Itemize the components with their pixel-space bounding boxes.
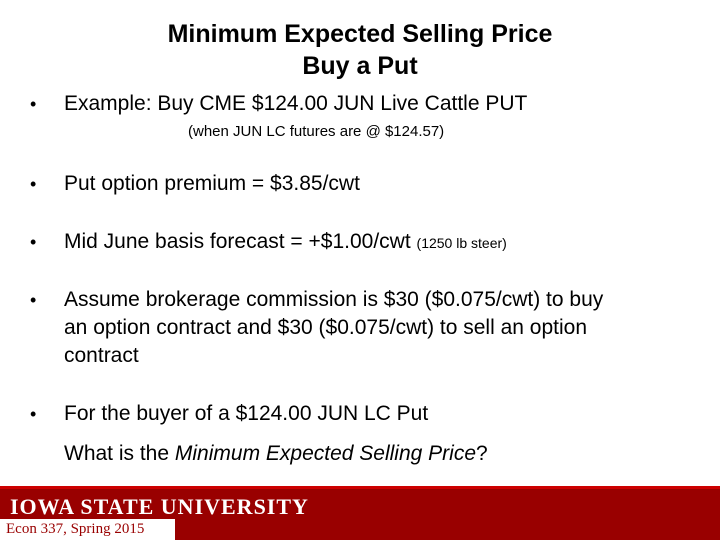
bullet-text-wrap: Assume brokerage commission is $30 ($0.0… — [64, 286, 603, 370]
bullet-note: (1250 lb steer) — [416, 235, 507, 251]
bullet-line-3: contract — [64, 344, 139, 367]
bullet-dot: • — [30, 404, 37, 424]
bullet-line-1: Assume brokerage commission is $30 ($0.0… — [64, 288, 604, 311]
bullet-text: Mid June basis forecast = +$1.00/cwt — [64, 230, 417, 253]
bullet-text: Example: Buy CME $124.00 JUN Live Cattle… — [64, 92, 528, 115]
bullet-text: Put option premium = $3.85/cwt — [64, 172, 360, 195]
question: What is the Minimum Expected Selling Pri… — [64, 440, 488, 468]
bullet-dot: • — [30, 174, 37, 194]
slide-title: Minimum Expected Selling Price Buy a Put — [0, 18, 720, 82]
bullet-text-wrap: Mid June basis forecast = +$1.00/cwt (12… — [64, 228, 507, 257]
question-suffix: ? — [476, 442, 488, 465]
question-prefix: What is the — [64, 442, 175, 465]
bullet-text: For the buyer of a $124.00 JUN LC Put — [64, 402, 429, 425]
bullet-dot: • — [30, 94, 37, 114]
bullet-dot: • — [30, 232, 37, 252]
footer-stripe — [0, 486, 720, 489]
university-logo: IOWA STATE UNIVERSITY — [10, 494, 309, 519]
bullet-dot: • — [30, 290, 37, 310]
course-label: Econ 337, Spring 2015 — [0, 519, 175, 540]
title-line-1: Minimum Expected Selling Price — [167, 20, 553, 48]
bullet-line-2: an option contract and $30 ($0.075/cwt) … — [64, 316, 588, 339]
title-line-2: Buy a Put — [302, 52, 418, 80]
bullet-example-sub: (when JUN LC futures are @ $124.57) — [188, 123, 445, 140]
question-italic: Minimum Expected Selling Price — [174, 442, 477, 465]
